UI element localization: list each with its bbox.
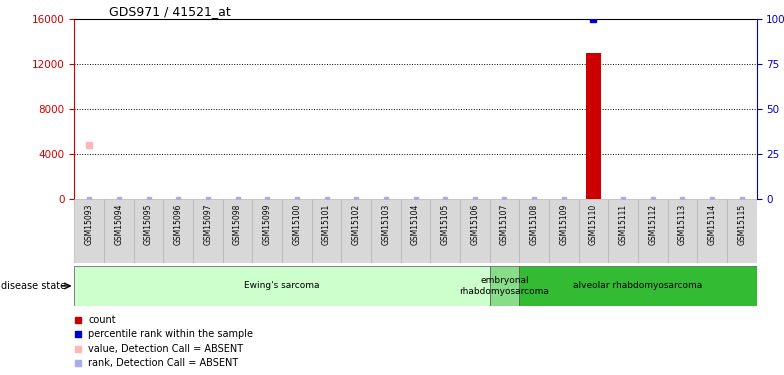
Bar bbox=[193, 199, 223, 262]
Bar bbox=[74, 266, 490, 306]
Text: percentile rank within the sample: percentile rank within the sample bbox=[88, 329, 253, 339]
Bar bbox=[430, 199, 460, 262]
Bar bbox=[586, 53, 601, 199]
Bar bbox=[519, 266, 757, 306]
Bar bbox=[252, 199, 282, 262]
Text: GSM15106: GSM15106 bbox=[470, 204, 479, 245]
Text: GSM15093: GSM15093 bbox=[85, 204, 94, 245]
Text: GSM15094: GSM15094 bbox=[114, 204, 123, 245]
Text: GSM15112: GSM15112 bbox=[648, 204, 657, 245]
Text: GSM15111: GSM15111 bbox=[619, 204, 628, 245]
Bar bbox=[74, 199, 104, 262]
Bar bbox=[549, 199, 579, 262]
Bar bbox=[282, 199, 312, 262]
Text: GSM15103: GSM15103 bbox=[381, 204, 390, 245]
Text: GSM15101: GSM15101 bbox=[322, 204, 331, 245]
Bar bbox=[490, 266, 519, 306]
Bar bbox=[490, 199, 519, 262]
Text: count: count bbox=[88, 315, 116, 325]
Text: GSM15098: GSM15098 bbox=[233, 204, 242, 245]
Text: GSM15115: GSM15115 bbox=[737, 204, 746, 245]
Bar bbox=[312, 199, 341, 262]
Bar bbox=[460, 199, 490, 262]
Bar bbox=[104, 199, 134, 262]
Text: GDS971 / 41521_at: GDS971 / 41521_at bbox=[108, 4, 230, 18]
Bar bbox=[608, 199, 638, 262]
Bar bbox=[668, 199, 697, 262]
Bar bbox=[579, 199, 608, 262]
Text: GSM15109: GSM15109 bbox=[559, 204, 568, 245]
Text: rank, Detection Call = ABSENT: rank, Detection Call = ABSENT bbox=[88, 358, 238, 368]
Text: value, Detection Call = ABSENT: value, Detection Call = ABSENT bbox=[88, 344, 243, 354]
Text: GSM15104: GSM15104 bbox=[411, 204, 420, 245]
Bar bbox=[727, 199, 757, 262]
Bar bbox=[223, 199, 252, 262]
Text: GSM15110: GSM15110 bbox=[589, 204, 598, 245]
Text: GSM15096: GSM15096 bbox=[174, 204, 183, 245]
Bar bbox=[341, 199, 371, 262]
Bar bbox=[163, 199, 193, 262]
Text: Ewing's sarcoma: Ewing's sarcoma bbox=[245, 281, 320, 290]
Text: alveolar rhabdomyosarcoma: alveolar rhabdomyosarcoma bbox=[573, 281, 702, 290]
Text: GSM15107: GSM15107 bbox=[500, 204, 509, 245]
Text: GSM15105: GSM15105 bbox=[441, 204, 450, 245]
Text: embryonal
rhabdomyosarcoma: embryonal rhabdomyosarcoma bbox=[459, 276, 550, 296]
Bar bbox=[134, 199, 163, 262]
Bar bbox=[401, 199, 430, 262]
Text: GSM15113: GSM15113 bbox=[678, 204, 687, 245]
Text: GSM15097: GSM15097 bbox=[203, 204, 212, 245]
Bar bbox=[371, 199, 401, 262]
Bar bbox=[697, 199, 727, 262]
Text: GSM15102: GSM15102 bbox=[352, 204, 361, 245]
Text: disease state: disease state bbox=[1, 281, 66, 291]
Text: GSM15114: GSM15114 bbox=[708, 204, 717, 245]
Text: GSM15108: GSM15108 bbox=[530, 204, 539, 245]
Text: GSM15100: GSM15100 bbox=[292, 204, 301, 245]
Bar bbox=[519, 199, 549, 262]
Bar bbox=[638, 199, 668, 262]
Text: GSM15099: GSM15099 bbox=[263, 204, 272, 245]
Text: GSM15095: GSM15095 bbox=[144, 204, 153, 245]
